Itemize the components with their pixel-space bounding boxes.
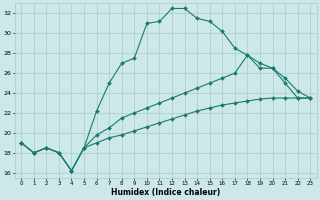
X-axis label: Humidex (Indice chaleur): Humidex (Indice chaleur) <box>111 188 220 197</box>
